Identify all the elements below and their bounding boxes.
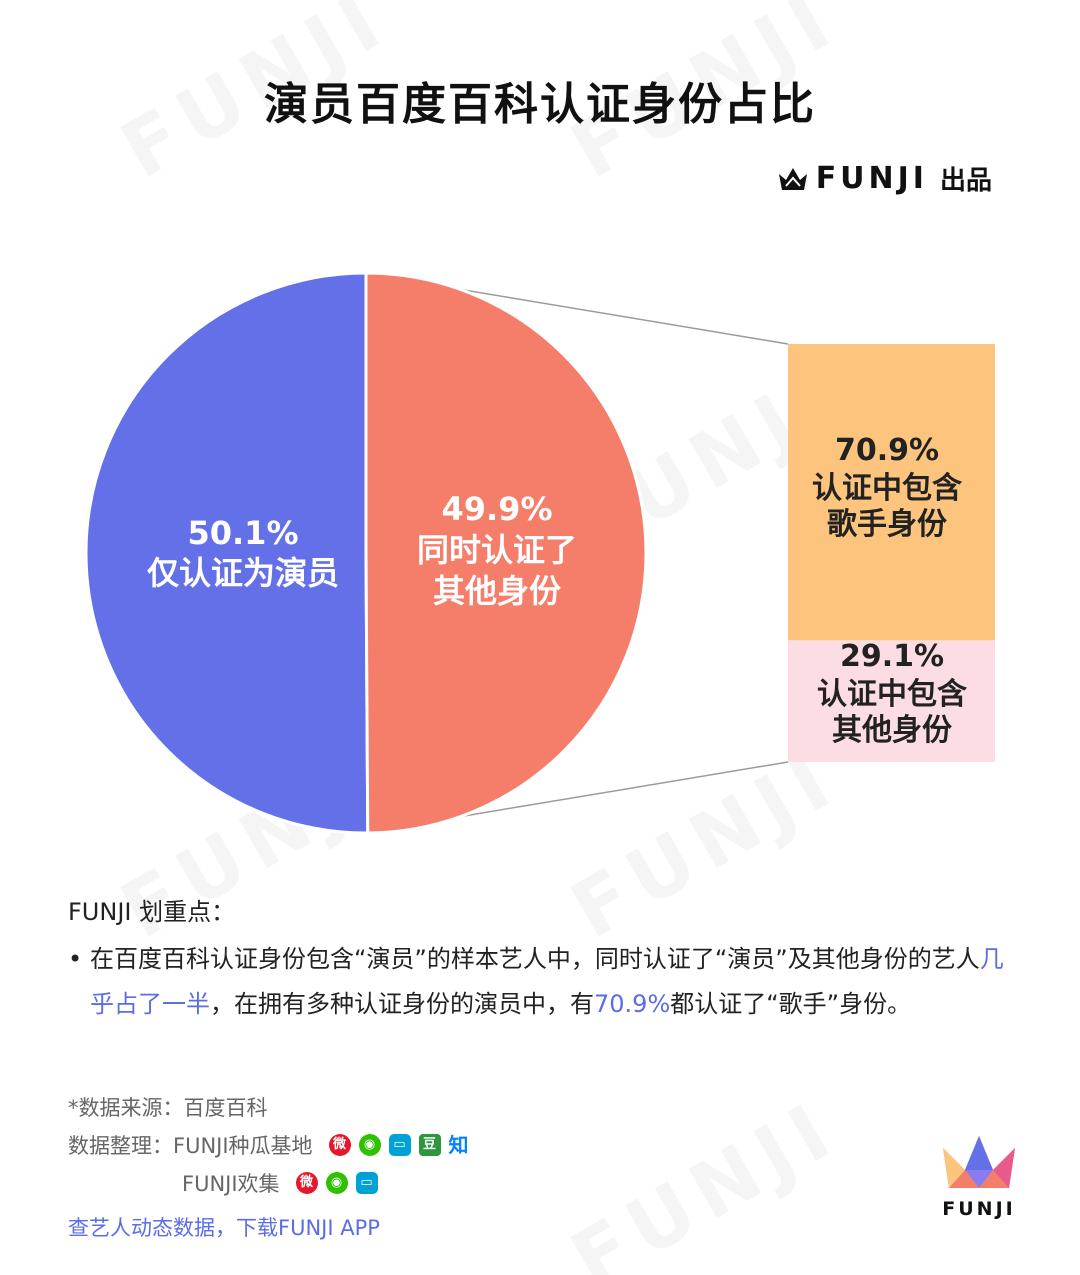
organizer-label: 数据整理： [68, 1134, 173, 1158]
weibo-icon[interactable]: 微 [328, 1134, 351, 1156]
pie-label-other-identity-line2: 其他身份 [433, 572, 561, 610]
wechat-icon[interactable]: ◉ [358, 1134, 381, 1156]
bar-label-singer-value: 70.9% [835, 433, 939, 468]
bar-label-singer-line2: 歌手身份 [827, 507, 947, 542]
logo-word: FUNJI [942, 1198, 1016, 1220]
page-title: 演员百度百科认证身份占比 [264, 79, 816, 130]
organizer-row-2: FUNJI欢集 微 ◉ ▭ [68, 1164, 469, 1202]
chart-area: 50.1% 仅认证为演员 49.9% 同时认证了 其他身份 70.9% 认证中包… [84, 271, 995, 835]
brand-suffix: 出品 [939, 166, 992, 196]
key-points: FUNJI 划重点： • 在百度百科认证身份包含“演员”的样本艺人中，同时认证了“… [68, 892, 1008, 1027]
wechat-icon[interactable]: ◉ [325, 1172, 348, 1194]
social-icons-1: 微 ◉ ▭ 豆 知 [328, 1133, 469, 1157]
pie-slice-other-identity [364, 271, 648, 835]
key-points-heading: FUNJI 划重点： [68, 898, 236, 926]
bar-label-other-line1: 认证中包含 [817, 677, 968, 712]
organizer-name-1: FUNJI种瓜基地 [173, 1134, 313, 1158]
note-text-1: 在百度百科认证身份包含“演员”的样本艺人中，同时认证了“演员”及其他身份的艺人 [90, 945, 980, 973]
bilibili-icon[interactable]: ▭ [355, 1172, 378, 1194]
bar-segment-other [788, 640, 995, 762]
pie-label-other-identity-value: 49.9% [441, 490, 552, 528]
organizer-name-2: FUNJI欢集 [182, 1172, 280, 1196]
funji-logo-icon [943, 1136, 1015, 1188]
bar-label-singer-line1: 认证中包含 [812, 471, 963, 506]
brand-name: FUNJI [815, 161, 928, 196]
weibo-icon[interactable]: 微 [295, 1172, 318, 1194]
pie-label-actor-only-text: 仅认证为演员 [147, 554, 339, 592]
note-text-3: 都认证了“歌手”身份。 [670, 990, 912, 1018]
download-app-link[interactable]: 查艺人动态数据，下载FUNJI APP [68, 1216, 380, 1240]
data-source: *数据来源：百度百科 [68, 1096, 268, 1120]
bilibili-icon[interactable]: ▭ [388, 1134, 411, 1156]
zhihu-icon[interactable]: 知 [448, 1133, 469, 1157]
bar-label-other-line2: 其他身份 [832, 713, 952, 748]
bullet-dot: • [68, 945, 83, 973]
watermark: FUNJI [557, 1084, 853, 1275]
social-icons-2: 微 ◉ ▭ [295, 1172, 378, 1194]
pie-slice-actor-only [84, 271, 370, 835]
note-highlight-percent: 70.9% [594, 990, 671, 1018]
note-text-2: ，在拥有多种认证身份的演员中，有 [210, 990, 594, 1018]
pie-label-actor-only-value: 50.1% [187, 514, 298, 552]
brand-mark: FUNJI 出品 [778, 160, 992, 197]
bar-segment-singer [788, 344, 995, 641]
douban-icon[interactable]: 豆 [418, 1134, 441, 1156]
footer: *数据来源：百度百科 数据整理： FUNJI种瓜基地 微 ◉ ▭ 豆 知 FUN… [68, 1088, 469, 1246]
pie-label-other-identity-line1: 同时认证了 [417, 531, 577, 569]
crown-icon [778, 167, 807, 190]
note-highlight-half: 几乎占了一半 [90, 945, 1004, 1018]
funji-logo: FUNJI [934, 1130, 1024, 1220]
organizer-row-1: 数据整理： FUNJI种瓜基地 微 ◉ ▭ 豆 知 [68, 1126, 469, 1164]
key-points-body: • 在百度百科认证身份包含“演员”的样本艺人中，同时认证了“演员”及其他身份的艺人… [68, 937, 1008, 1027]
bar-label-other-value: 29.1% [840, 639, 944, 674]
